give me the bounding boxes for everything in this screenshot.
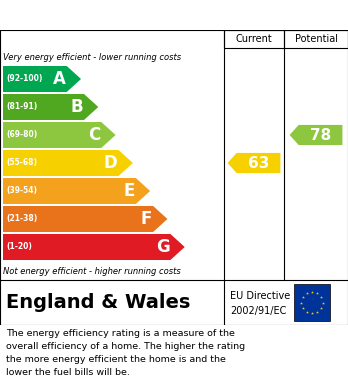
Text: Energy Efficiency Rating: Energy Efficiency Rating bbox=[59, 6, 289, 24]
Polygon shape bbox=[3, 122, 116, 148]
Text: B: B bbox=[70, 98, 83, 116]
Polygon shape bbox=[290, 125, 342, 145]
Text: Current: Current bbox=[236, 34, 272, 44]
Text: The energy efficiency rating is a measure of the
overall efficiency of a home. T: The energy efficiency rating is a measur… bbox=[6, 329, 245, 377]
Polygon shape bbox=[3, 150, 133, 176]
Text: (55-68): (55-68) bbox=[6, 158, 37, 167]
Bar bbox=[224, 30, 348, 48]
Text: (69-80): (69-80) bbox=[6, 131, 37, 140]
Text: F: F bbox=[141, 210, 152, 228]
Bar bbox=[294, 284, 330, 321]
Text: (39-54): (39-54) bbox=[6, 187, 37, 196]
Text: A: A bbox=[53, 70, 66, 88]
Text: Very energy efficient - lower running costs: Very energy efficient - lower running co… bbox=[3, 54, 181, 63]
Text: England & Wales: England & Wales bbox=[6, 293, 190, 312]
Text: Not energy efficient - higher running costs: Not energy efficient - higher running co… bbox=[3, 267, 181, 276]
Text: (21-38): (21-38) bbox=[6, 215, 37, 224]
Text: (1-20): (1-20) bbox=[6, 242, 32, 251]
Polygon shape bbox=[3, 66, 81, 92]
Text: (92-100): (92-100) bbox=[6, 75, 42, 84]
Polygon shape bbox=[3, 234, 185, 260]
Polygon shape bbox=[228, 153, 280, 173]
Text: 2002/91/EC: 2002/91/EC bbox=[230, 306, 286, 316]
Text: 63: 63 bbox=[248, 156, 269, 170]
Text: Potential: Potential bbox=[294, 34, 338, 44]
Polygon shape bbox=[3, 178, 150, 204]
Text: C: C bbox=[88, 126, 100, 144]
Text: 78: 78 bbox=[310, 127, 331, 142]
Text: E: E bbox=[124, 182, 135, 200]
Text: (81-91): (81-91) bbox=[6, 102, 37, 111]
Text: D: D bbox=[104, 154, 118, 172]
Text: G: G bbox=[156, 238, 169, 256]
Text: EU Directive: EU Directive bbox=[230, 291, 290, 301]
Polygon shape bbox=[3, 94, 98, 120]
Polygon shape bbox=[3, 206, 167, 232]
